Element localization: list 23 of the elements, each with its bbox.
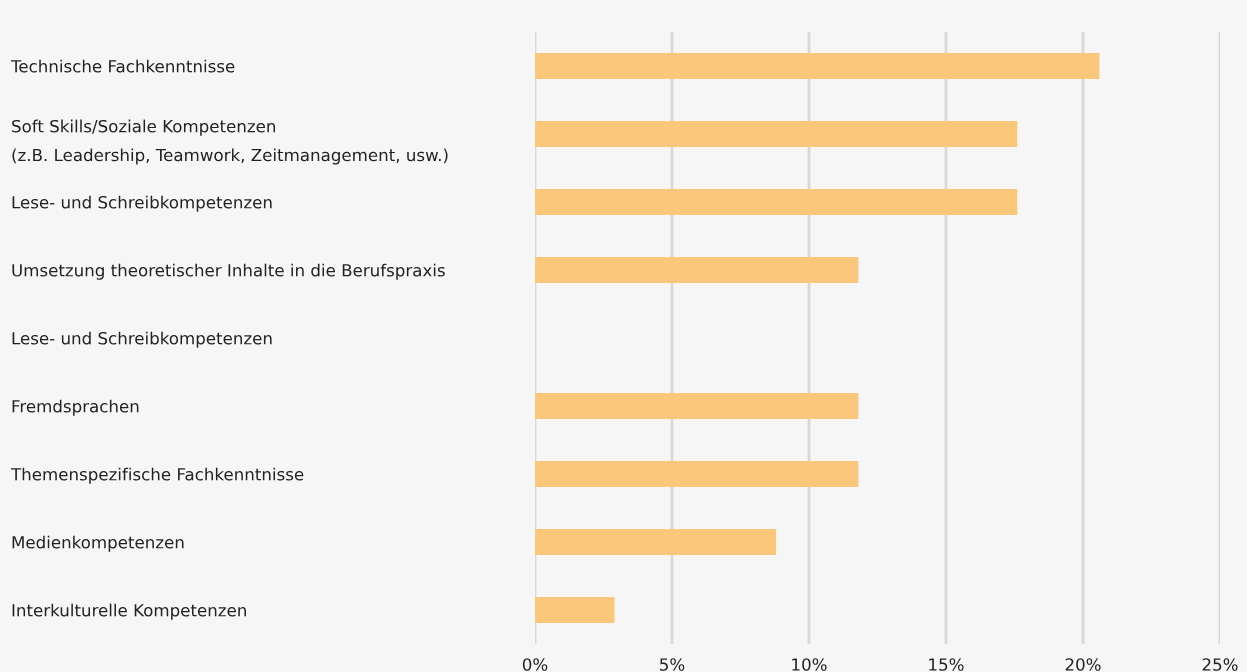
bar — [535, 461, 859, 487]
y-tick-label: Themenspezifische Fachkenntnisse — [10, 467, 304, 484]
y-tick-label: Soft Skills/Soziale Kompetenzen (z.B. Leadership, Teamwork, Zeitmanagement, usw.) — [12, 119, 448, 165]
bar — [535, 53, 1100, 79]
bar — [535, 529, 777, 555]
x-tick-label: 25% — [1202, 658, 1238, 671]
bar — [535, 189, 1018, 215]
x-tick-label: 20% — [1065, 658, 1101, 671]
y-tick-label: Umsetzung theoretischer Inhalte in die Berufspraxis — [12, 263, 445, 280]
bar — [535, 597, 615, 623]
bar — [535, 121, 1018, 147]
bar — [535, 393, 859, 419]
x-tick-label: 15% — [929, 658, 964, 671]
bar — [535, 257, 859, 283]
y-tick-label: Lese- und Schreibkompetenzen — [12, 195, 272, 212]
y-tick-label: Fremdsprachen — [12, 399, 139, 416]
y-tick-label: Lese- und Schreibkompetenzen — [12, 331, 272, 348]
y-tick-label: Medienkompetenzen — [12, 535, 184, 552]
x-tick-label: 5% — [660, 658, 685, 671]
y-tick-label: Interkulturelle Kompetenzen — [12, 603, 246, 620]
x-tick-label: 10% — [792, 658, 827, 671]
x-tick-label: 0% — [522, 658, 548, 671]
y-tick-label: Technische Fachkenntnisse — [10, 59, 235, 73]
